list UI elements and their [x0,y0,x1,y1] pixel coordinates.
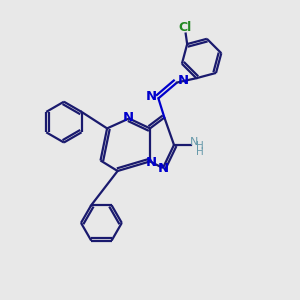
Text: H: H [196,147,204,158]
Text: N: N [178,74,189,88]
Text: N: N [158,162,169,176]
Text: Cl: Cl [178,21,191,34]
Text: N: N [145,156,157,169]
Text: N: N [122,111,134,124]
Text: N: N [190,137,199,147]
Text: H: H [196,141,204,152]
Text: N: N [146,90,158,104]
